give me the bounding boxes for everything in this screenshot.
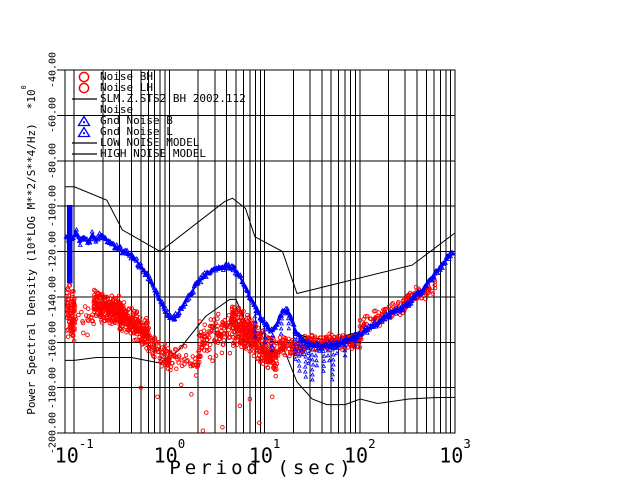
legend-line-marker-icon — [70, 137, 100, 148]
x-axis-title: Period (sec) — [169, 457, 355, 479]
legend-item-label: Gnd Noise B — [100, 114, 173, 127]
x-tick-label: 100 — [153, 436, 186, 468]
legend-item-label: Noise — [100, 103, 134, 116]
legend-item: Noise BH — [70, 70, 246, 83]
legend-triangle-marker-icon — [70, 126, 100, 138]
x-tick-label: 101 — [248, 436, 281, 468]
legend-item-label: Gnd Noise L — [100, 125, 173, 138]
y-axis-title-text: Power Spectral Density (10*LOG M**2/S**4… — [24, 123, 38, 415]
grid-lines — [57, 69, 455, 434]
legend-line-marker-icon — [70, 148, 100, 159]
legend-line-marker-icon — [70, 93, 100, 104]
legend-item-label: HIGH NOISE MODEL — [100, 147, 206, 160]
legend-item-label: Noise BH — [100, 70, 153, 83]
gnd-noise-trace — [63, 205, 456, 382]
legend-item: SLM.Z.STS2 BH 2002.112 — [70, 93, 246, 104]
legend-item-label: Noise LH — [100, 81, 153, 94]
legend-item: Gnd Noise L — [70, 125, 246, 138]
legend-item: Noise LH — [70, 81, 246, 94]
legend-item: LOW NOISE MODEL — [70, 137, 246, 148]
legend-item: Gnd Noise B — [70, 114, 246, 127]
legend: Noise BH Noise LH SLM.Z.STS2 BH 2002.112 No… — [70, 71, 246, 159]
high-noise-model-line — [65, 186, 456, 295]
legend-item-label: LOW NOISE MODEL — [100, 136, 200, 149]
legend-no-marker — [70, 104, 100, 115]
legend-item: Noise — [70, 104, 246, 115]
y-scale-factor: *100 — [20, 85, 38, 110]
legend-circle-marker-icon — [70, 82, 100, 94]
x-tick-label: 10-1 — [54, 436, 94, 468]
legend-triangle-marker-icon — [70, 115, 100, 127]
legend-item-label: SLM.Z.STS2 BH 2002.112 — [100, 92, 246, 105]
legend-item: HIGH NOISE MODEL — [70, 148, 246, 159]
legend-circle-marker-icon — [70, 71, 100, 83]
plot-frame — [64, 69, 456, 434]
x-tick-label: 102 — [344, 436, 376, 468]
x-tick-label: 103 — [439, 436, 471, 468]
